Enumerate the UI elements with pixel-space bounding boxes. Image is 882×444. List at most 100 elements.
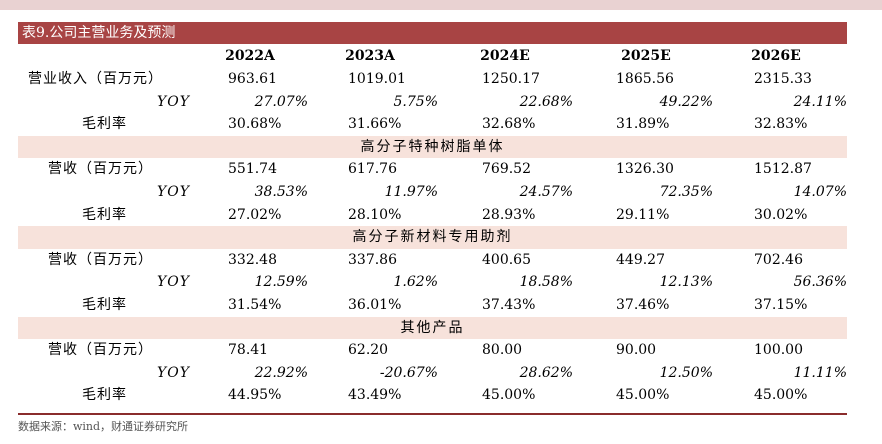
table-cell: 769.52 xyxy=(482,161,531,178)
table-cell: 37.15% xyxy=(754,297,808,313)
table-title: 表9.公司主营业务及预测 xyxy=(22,25,176,41)
table-cell: 78.41 xyxy=(228,342,269,359)
table-row: YOY 22.92% -20.67% 28.62% 12.50% 11.11% xyxy=(18,362,847,385)
row-label: YOY xyxy=(157,364,190,381)
table-row: YOY 38.53% 11.97% 24.57% 72.35% 14.07% xyxy=(18,181,847,204)
table-cell: 1512.87 xyxy=(754,161,812,178)
table-row: 营收（百万元） 332.48 337.86 400.65 449.27 702.46 xyxy=(18,249,847,272)
table-cell: 1326.30 xyxy=(616,161,674,178)
table-cell: 24.11% xyxy=(793,93,847,110)
row-label: 毛利率 xyxy=(82,206,127,223)
table-cell: 551.74 xyxy=(228,161,277,178)
table-cell: 27.02% xyxy=(228,206,282,223)
section-title: 高分子新材料专用助剂 xyxy=(352,229,513,246)
table-cell: 72.35% xyxy=(659,184,713,200)
table-row: 营收（百万元） 551.74 617.76 769.52 1326.30 1512.87 xyxy=(18,158,847,181)
table-cell: 702.46 xyxy=(754,251,803,268)
table-cell: -20.67% xyxy=(379,364,438,381)
row-label: 营收（百万元） xyxy=(48,161,153,178)
section-title: 高分子特种树脂单体 xyxy=(360,138,505,155)
table-cell: 28.62% xyxy=(519,364,573,381)
top-decoration-bar xyxy=(0,0,882,10)
table-cell: 14.07% xyxy=(793,184,847,200)
column-header: 2025E xyxy=(621,48,671,64)
source-note: 数据来源：wind，财通证券研究所 xyxy=(18,420,189,433)
table-cell: 617.76 xyxy=(348,161,397,178)
table-cell: 28.93% xyxy=(482,206,536,223)
table-title-bar: 表9.公司主营业务及预测 xyxy=(18,22,847,44)
table-cell: 1865.56 xyxy=(616,71,674,87)
row-label: 毛利率 xyxy=(82,297,127,313)
table-row: 毛利率 31.54% 36.01% 37.43% 37.46% 37.15% xyxy=(18,294,847,317)
table-cell: 29.11% xyxy=(616,206,670,223)
row-label: 营收（百万元） xyxy=(48,342,153,359)
table-cell: 62.20 xyxy=(348,342,389,359)
section-title: 其他产品 xyxy=(400,319,465,336)
table-bottom-border xyxy=(18,413,847,415)
table-cell: 100.00 xyxy=(754,342,803,359)
section-header-row: 其他产品 xyxy=(18,316,847,340)
table-cell: 1019.01 xyxy=(348,71,406,87)
table-cell: 11.11% xyxy=(793,364,847,381)
table-cell: 43.49% xyxy=(348,387,402,404)
table-header-row: 2022A 2023A 2024E 2025E 2026E xyxy=(18,45,847,68)
section-header-row: 高分子新材料专用助剂 xyxy=(18,226,847,249)
table-row: 毛利率 30.68% 31.66% 32.68% 31.89% 32.83% xyxy=(18,113,847,136)
column-header: 2023A xyxy=(345,48,395,64)
table-cell: 12.59% xyxy=(254,274,308,291)
table-cell: 1250.17 xyxy=(482,71,540,87)
table-row: 营业收入（百万元） 963.61 1019.01 1250.17 1865.56 2315… xyxy=(18,68,847,91)
column-header: 2026E xyxy=(751,48,801,64)
table-row: YOY 27.07% 5.75% 22.68% 49.22% 24.11% xyxy=(18,91,847,114)
row-label: 营收（百万元） xyxy=(48,251,153,268)
table-cell: 56.36% xyxy=(793,274,847,291)
table-cell: 22.92% xyxy=(254,364,308,381)
table-row: 毛利率 27.02% 28.10% 28.93% 29.11% 30.02% xyxy=(18,204,847,227)
table-cell: 28.10% xyxy=(348,206,402,223)
table-cell: 22.68% xyxy=(519,93,573,110)
table-cell: 1.62% xyxy=(393,274,438,291)
table-cell: 449.27 xyxy=(616,251,665,268)
table-cell: 44.95% xyxy=(228,387,282,404)
table-cell: 45.00% xyxy=(482,387,536,404)
row-label: YOY xyxy=(157,184,190,200)
row-label: YOY xyxy=(157,274,190,291)
table-cell: 30.68% xyxy=(228,116,282,133)
table-cell: 400.65 xyxy=(482,251,531,268)
table-cell: 31.54% xyxy=(228,297,282,313)
table-cell: 332.48 xyxy=(228,251,277,268)
table-cell: 5.75% xyxy=(393,93,438,110)
table-cell: 32.68% xyxy=(482,116,536,133)
section-header-row: 高分子特种树脂单体 xyxy=(18,135,847,159)
table-cell: 80.00 xyxy=(482,342,523,359)
table-cell: 27.07% xyxy=(254,93,308,110)
table-cell: 963.61 xyxy=(228,71,277,87)
row-label: 毛利率 xyxy=(82,387,127,404)
column-header: 2024E xyxy=(480,48,530,64)
table-cell: 11.97% xyxy=(384,184,438,200)
table-cell: 12.50% xyxy=(659,364,713,381)
table-row: 毛利率 44.95% 43.49% 45.00% 45.00% 45.00% xyxy=(18,384,847,407)
table-cell: 38.53% xyxy=(254,184,308,200)
column-header: 2022A xyxy=(225,48,275,64)
table-cell: 37.43% xyxy=(482,297,536,313)
table-cell: 31.66% xyxy=(348,116,402,133)
table-cell: 24.57% xyxy=(519,184,573,200)
table-cell: 45.00% xyxy=(616,387,670,404)
table-cell: 18.58% xyxy=(519,274,573,291)
table-cell: 12.13% xyxy=(659,274,713,291)
table-cell: 2315.33 xyxy=(754,71,812,87)
table-cell: 49.22% xyxy=(659,93,713,110)
table-cell: 337.86 xyxy=(348,251,397,268)
table-cell: 30.02% xyxy=(754,206,808,223)
table-cell: 90.00 xyxy=(616,342,657,359)
table-cell: 32.83% xyxy=(754,116,808,133)
table-cell: 36.01% xyxy=(348,297,402,313)
table-cell: 31.89% xyxy=(616,116,670,133)
table-cell: 37.46% xyxy=(616,297,670,313)
table-cell: 45.00% xyxy=(754,387,808,404)
row-label: 毛利率 xyxy=(82,116,127,133)
table-row: 营收（百万元） 78.41 62.20 80.00 90.00 100.00 xyxy=(18,339,847,362)
table-row: YOY 12.59% 1.62% 18.58% 12.13% 56.36% xyxy=(18,271,847,294)
row-label: 营业收入（百万元） xyxy=(28,71,163,87)
